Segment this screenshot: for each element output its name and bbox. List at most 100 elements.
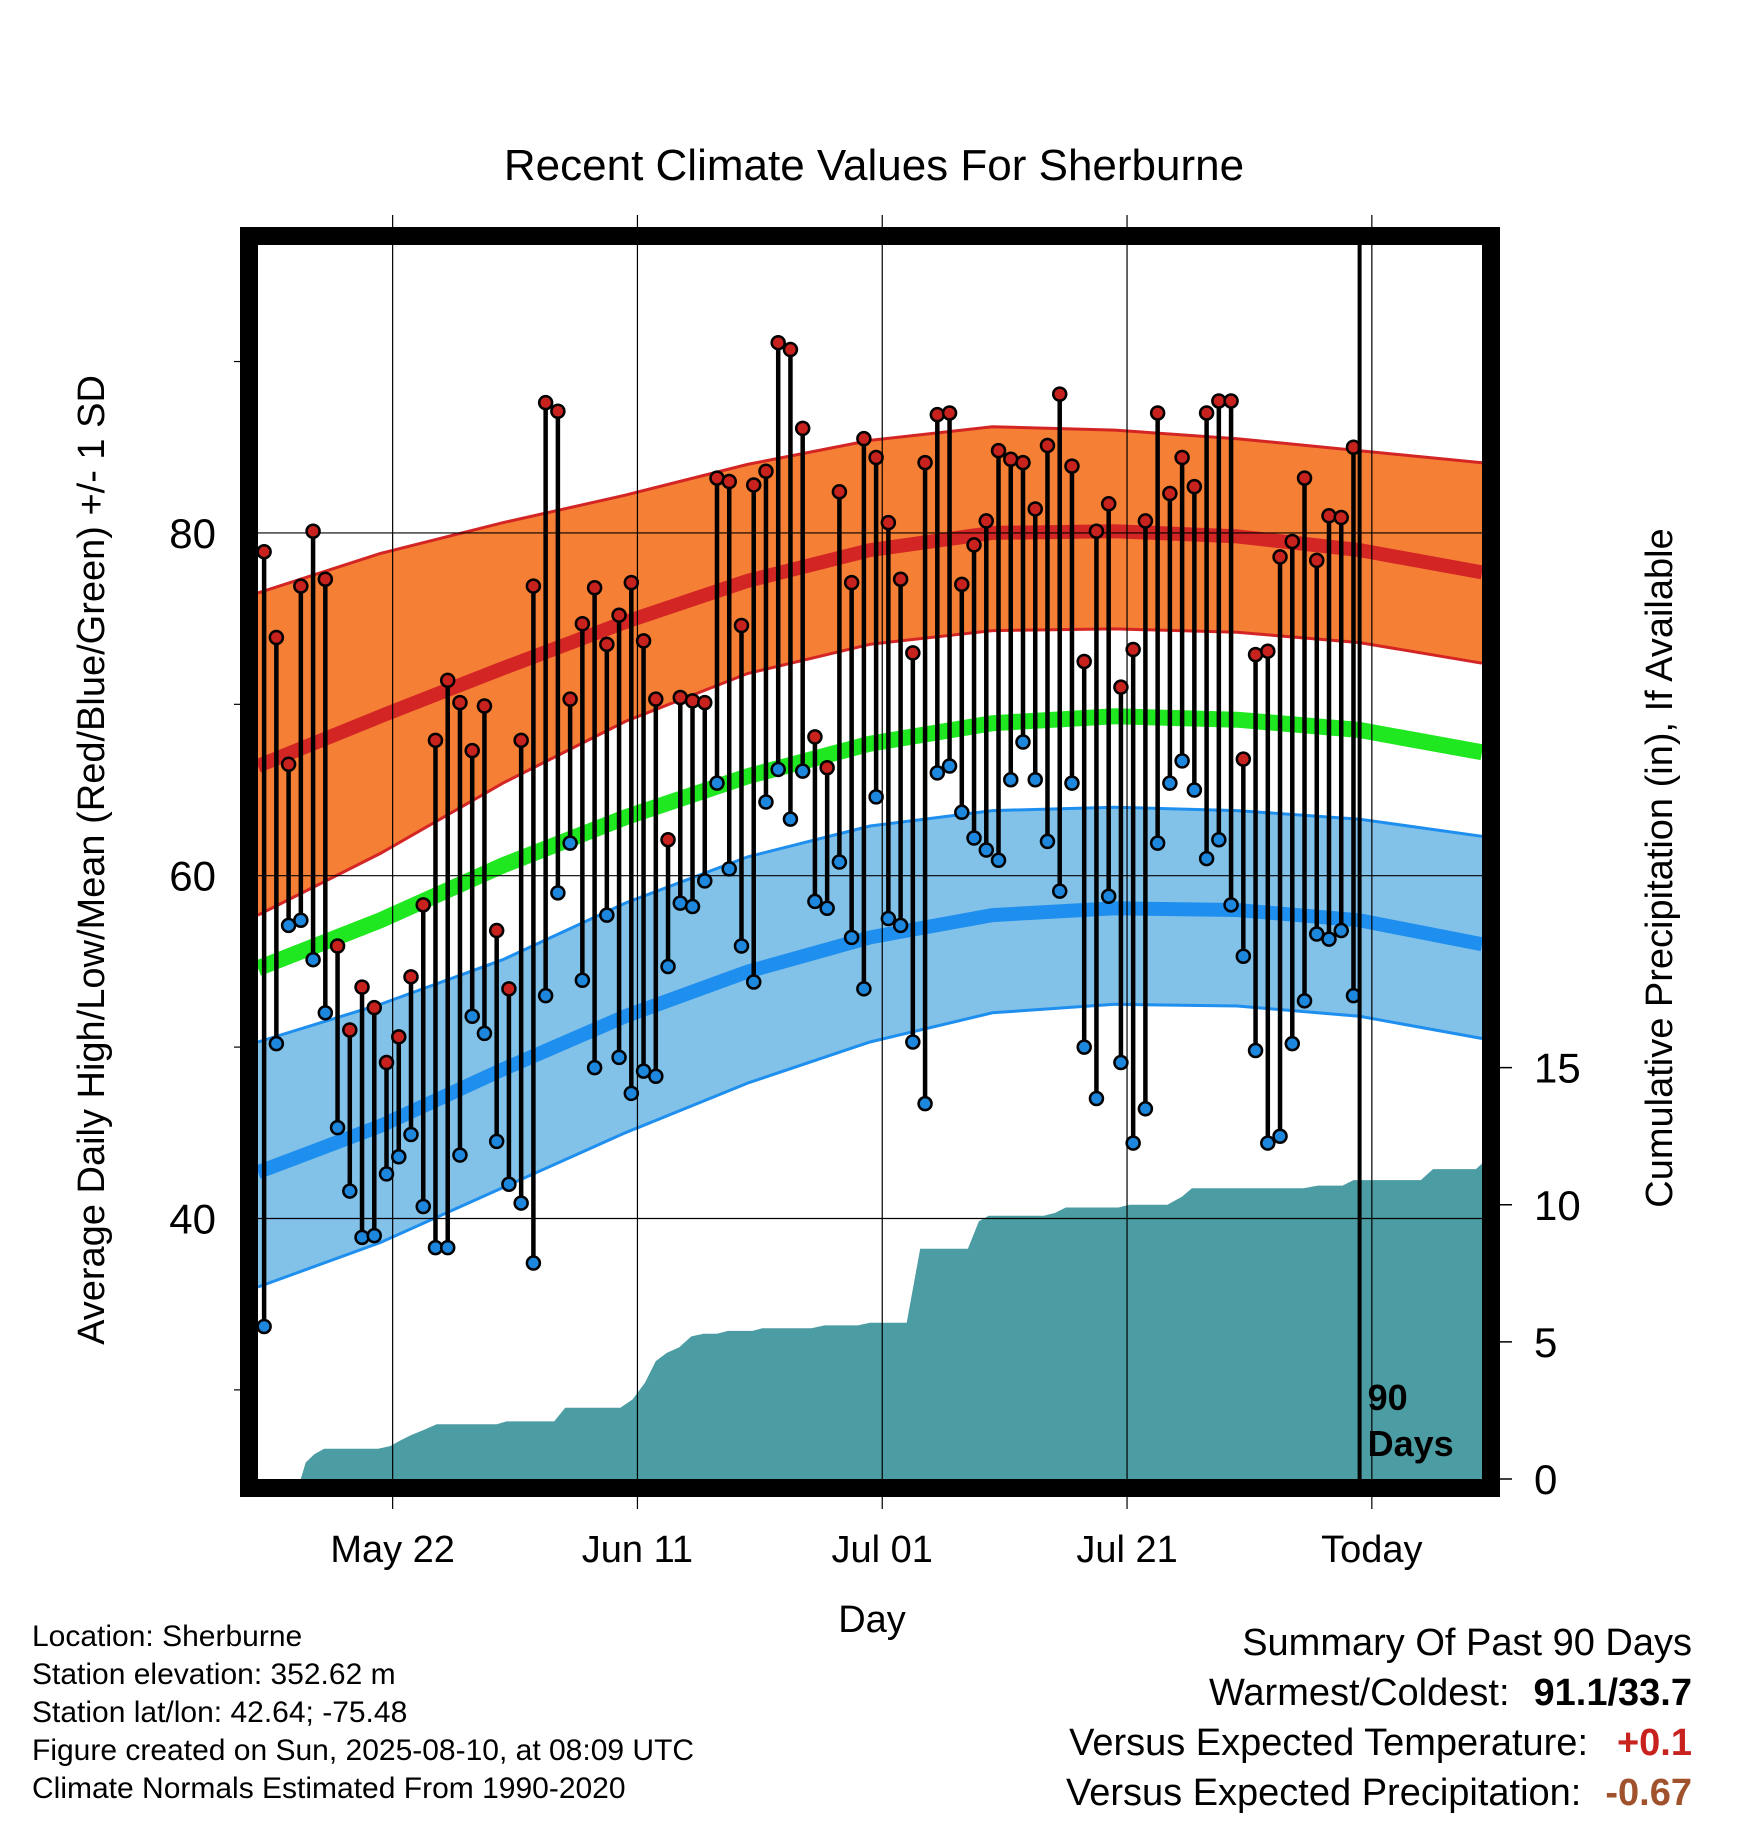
- high-point: [378, 1054, 395, 1071]
- low-point: [843, 929, 860, 946]
- high-point: [1100, 496, 1117, 512]
- low-point: [1100, 888, 1117, 905]
- low-point: [856, 981, 872, 997]
- low-point: [268, 1035, 285, 1052]
- low-point: [574, 972, 591, 989]
- low-point: [1235, 948, 1252, 965]
- low-point: [672, 895, 689, 911]
- high-point: [880, 514, 897, 531]
- warm-cold-label: Warmest/Coldest:: [1208, 1672, 1510, 1714]
- low-point: [550, 885, 566, 901]
- low-point: [745, 974, 762, 990]
- low-point: [415, 1198, 431, 1215]
- high-point: [990, 442, 1007, 459]
- today-label-1: Days: [1368, 1423, 1454, 1464]
- high-point: [966, 537, 982, 553]
- low-point: [794, 763, 811, 779]
- low-point: [354, 1229, 370, 1246]
- high-point: [1223, 393, 1239, 409]
- high-point: [648, 691, 664, 707]
- high-point: [697, 694, 713, 711]
- high-point: [1260, 643, 1276, 659]
- high-point: [415, 897, 431, 913]
- low-point: [1333, 922, 1349, 939]
- high-point: [770, 334, 786, 351]
- y-tick-label-right-3: 15: [1534, 1045, 1581, 1092]
- high-point: [488, 922, 505, 939]
- low-point: [1162, 775, 1178, 791]
- high-point: [464, 742, 480, 759]
- high-point: [733, 617, 750, 634]
- high-point: [929, 406, 946, 423]
- high-point: [807, 729, 823, 745]
- low-point: [501, 1176, 517, 1192]
- high-point: [1125, 641, 1141, 658]
- low-point: [525, 1255, 542, 1271]
- high-point: [305, 523, 321, 539]
- temp-value: +0.1: [1616, 1722, 1692, 1764]
- high-point: [1284, 533, 1301, 550]
- low-point: [758, 794, 774, 810]
- y-tick-label-left-1: 60: [169, 853, 216, 900]
- low-point: [342, 1183, 358, 1199]
- high-point: [892, 571, 909, 587]
- today-label-0: 90: [1368, 1377, 1408, 1418]
- low-point: [660, 958, 676, 975]
- high-point: [831, 484, 848, 500]
- low-point: [562, 835, 578, 851]
- high-point: [537, 394, 554, 411]
- high-point: [684, 693, 701, 709]
- high-point: [439, 672, 456, 689]
- low-point: [1051, 883, 1068, 899]
- high-point: [954, 576, 970, 593]
- high-point: [941, 405, 958, 421]
- high-point: [586, 580, 603, 596]
- high-point: [476, 698, 493, 714]
- low-point: [929, 765, 946, 781]
- low-point: [1076, 1039, 1092, 1055]
- high-point: [1088, 523, 1105, 539]
- high-point: [782, 341, 799, 358]
- low-point: [782, 811, 799, 827]
- low-point: [954, 804, 970, 821]
- station-metadata: Location: Sherburne Station elevation: 3…: [32, 1618, 694, 1808]
- high-point: [1113, 679, 1129, 695]
- high-point: [635, 633, 652, 649]
- high-point: [1272, 549, 1288, 565]
- y-axis-left-label: Average Daily High/Low/Mean (Red/Blue/Gr…: [71, 375, 113, 1345]
- low-point: [403, 1126, 419, 1143]
- low-point: [1039, 833, 1056, 850]
- x-tick-label-2: Jul 01: [832, 1529, 933, 1571]
- low-point: [317, 1005, 334, 1021]
- high-point: [709, 470, 725, 486]
- high-point: [256, 544, 272, 560]
- low-point: [807, 893, 823, 910]
- y-tick-label-right-0: 0: [1534, 1456, 1557, 1503]
- low-point: [868, 789, 884, 805]
- high-point: [562, 691, 578, 707]
- high-point: [1162, 485, 1178, 502]
- high-point: [1321, 508, 1337, 524]
- low-point: [537, 987, 554, 1004]
- high-point: [1076, 653, 1092, 670]
- temp-label: Versus Expected Temperature:: [1069, 1722, 1588, 1764]
- high-point: [868, 449, 884, 466]
- low-point: [599, 907, 615, 923]
- low-point: [1186, 782, 1203, 798]
- high-point: [513, 732, 529, 749]
- high-point: [1174, 449, 1190, 466]
- x-tick-label-0: May 22: [330, 1529, 455, 1571]
- low-point: [1027, 771, 1043, 788]
- high-point: [452, 694, 468, 711]
- high-point: [1198, 405, 1215, 421]
- low-point: [1198, 850, 1215, 867]
- low-point: [366, 1227, 383, 1244]
- low-point: [1003, 771, 1019, 788]
- normal-high-band: [258, 426, 1482, 916]
- low-point: [709, 775, 725, 791]
- high-point: [1247, 646, 1264, 663]
- high-point: [268, 629, 285, 646]
- high-point: [978, 513, 995, 529]
- low-point: [941, 758, 958, 774]
